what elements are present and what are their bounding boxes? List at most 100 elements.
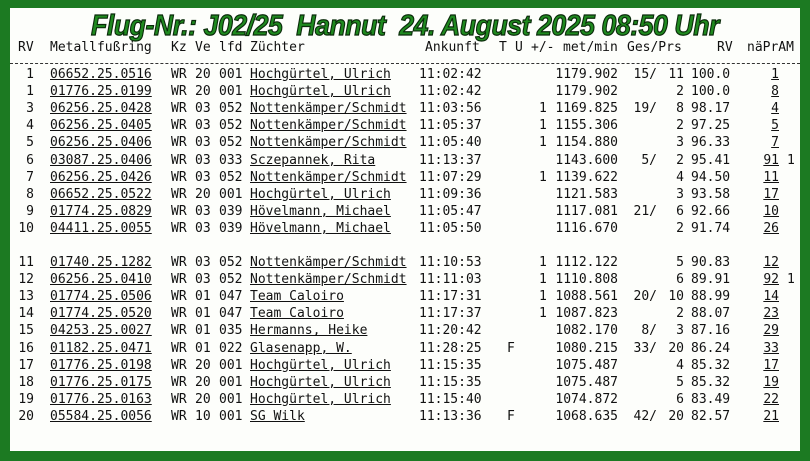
breeder-link[interactable]: Hochgürtel, Ulrich — [250, 374, 391, 390]
rank-link[interactable]: 91 — [763, 152, 779, 168]
ring-link[interactable]: 06652.25.0516 — [50, 67, 152, 82]
rank: 3 — [26, 101, 34, 117]
breeder-link[interactable]: Nottenkämper/Schmidt — [250, 272, 407, 288]
plus-minus: 1 — [539, 289, 547, 305]
table-row: 16 01182.25.0471 WR 01 022 Glasenapp, W. 11:28… — [10, 340, 800, 357]
kz: WR — [171, 67, 187, 82]
header-rv2: RV — [717, 40, 733, 55]
ring-link[interactable]: 04253.25.0027 — [50, 323, 152, 339]
rank: 7 — [26, 169, 34, 185]
speed: 1110.808 — [555, 272, 618, 288]
lfd: 052 — [219, 101, 243, 117]
ring-link[interactable]: 01740.25.1282 — [50, 255, 152, 270]
rank-link[interactable]: 23 — [763, 306, 779, 322]
ring-link[interactable]: 06652.25.0522 — [50, 186, 152, 202]
ve: 20 — [195, 84, 211, 100]
lfd: 047 — [219, 306, 243, 322]
breeder-link[interactable]: Nottenkämper/Schmidt — [250, 135, 407, 151]
rank-link[interactable]: 29 — [763, 323, 779, 339]
header-ring: Metallfußring — [50, 40, 152, 55]
breeder-link[interactable]: Hermanns, Heike — [250, 323, 368, 339]
breeder-link[interactable]: Nottenkämper/Schmidt — [250, 255, 407, 270]
kz: WR — [171, 101, 187, 117]
breeder-link[interactable]: Nottenkämper/Schmidt — [250, 169, 407, 185]
ring-link[interactable]: 01774.25.0520 — [50, 306, 152, 322]
ring-link[interactable]: 03087.25.0406 — [50, 152, 152, 168]
t-flag: F — [507, 408, 515, 424]
rank-link[interactable]: 7 — [771, 135, 779, 151]
ring-link[interactable]: 01182.25.0471 — [50, 340, 152, 356]
ring-link[interactable]: 06256.25.0410 — [50, 272, 152, 288]
breeder-link[interactable]: SG Wilk — [250, 408, 305, 424]
breeder-link[interactable]: Nottenkämper/Schmidt — [250, 101, 407, 117]
ring-link[interactable]: 06256.25.0406 — [50, 135, 152, 151]
speed: 1179.902 — [555, 84, 618, 100]
rank-link[interactable]: 92 — [763, 272, 779, 288]
kz: WR — [171, 340, 187, 356]
lfd: 001 — [219, 186, 243, 202]
rank-link[interactable]: 8 — [771, 84, 779, 100]
ve: 03 — [195, 255, 211, 270]
prs: 6 — [676, 272, 684, 288]
rank-link[interactable]: 12 — [763, 255, 779, 270]
kz: WR — [171, 203, 187, 219]
rank-link[interactable]: 26 — [763, 220, 779, 236]
breeder-link[interactable]: Hochgürtel, Ulrich — [250, 357, 391, 373]
breeder-link[interactable]: Hövelmann, Michael — [250, 203, 391, 219]
breeder-link[interactable]: Hochgürtel, Ulrich — [250, 186, 391, 202]
rank-link[interactable]: 17 — [763, 357, 779, 373]
ring-link[interactable]: 04411.25.0055 — [50, 220, 152, 236]
table-row: 14 01774.25.0520 WR 01 047 Team Caloiro 11:17:… — [10, 305, 800, 322]
header-divider — [10, 63, 800, 64]
ve: 20 — [195, 391, 211, 407]
breeder-link[interactable]: Nottenkämper/Schmidt — [250, 118, 407, 134]
ring-link[interactable]: 01776.25.0198 — [50, 357, 152, 373]
ring-link[interactable]: 06256.25.0405 — [50, 118, 152, 134]
breeder-link[interactable]: Hochgürtel, Ulrich — [250, 84, 391, 100]
rank-link[interactable]: 14 — [763, 289, 779, 305]
rank-link[interactable]: 33 — [763, 340, 779, 356]
table-row: 5 06256.25.0406 WR 03 052 Nottenkämper/Schmid… — [10, 134, 800, 151]
rank-link[interactable]: 11 — [763, 169, 779, 185]
rank-link[interactable]: 1 — [771, 67, 779, 82]
breeder-link[interactable]: Team Caloiro — [250, 306, 344, 322]
rank-link[interactable]: 22 — [763, 391, 779, 407]
breeder-link[interactable]: Glasenapp, W. — [250, 340, 352, 356]
kz: WR — [171, 135, 187, 151]
kz: WR — [171, 391, 187, 407]
breeder-link[interactable]: Hochgürtel, Ulrich — [250, 391, 391, 407]
ve: 01 — [195, 289, 211, 305]
ring-link[interactable]: 01776.25.0163 — [50, 391, 152, 407]
prs: 4 — [676, 169, 684, 185]
speed: 1154.880 — [555, 135, 618, 151]
lfd: 001 — [219, 67, 243, 82]
header-ve: Ve — [195, 40, 211, 55]
ring-link[interactable]: 05584.25.0056 — [50, 408, 152, 424]
breeder-link[interactable]: Sczepannek, Rita — [250, 152, 376, 168]
breeder-link[interactable]: Hövelmann, Michael — [250, 220, 391, 236]
ring-link[interactable]: 01776.25.0199 — [50, 84, 152, 100]
kz: WR — [171, 186, 187, 202]
rank-link[interactable]: 19 — [763, 374, 779, 390]
lfd: 001 — [219, 408, 243, 424]
prs: 2 — [676, 306, 684, 322]
breeder-link[interactable]: Hochgürtel, Ulrich — [250, 67, 391, 82]
ring-link[interactable]: 06256.25.0426 — [50, 169, 152, 185]
ges: 42/ — [633, 408, 657, 424]
rank-link[interactable]: 5 — [771, 118, 779, 134]
ring-link[interactable]: 01774.25.0829 — [50, 203, 152, 219]
ring-link[interactable]: 01776.25.0175 — [50, 374, 152, 390]
header-speed: met/min — [563, 40, 618, 55]
rank-link[interactable]: 21 — [763, 408, 779, 424]
ring-link[interactable]: 06256.25.0428 — [50, 101, 152, 117]
breeder-link[interactable]: Team Caloiro — [250, 289, 344, 305]
header-pm: +/- — [531, 40, 555, 55]
ring-link[interactable]: 01774.25.0506 — [50, 289, 152, 305]
rank-link[interactable]: 17 — [763, 186, 779, 202]
table-row: 3 06256.25.0428 WR 03 052 Nottenkämper/Schmid… — [10, 100, 800, 117]
rank-link[interactable]: 10 — [763, 203, 779, 219]
rank-link[interactable]: 4 — [771, 101, 779, 117]
prs: 2 — [676, 84, 684, 100]
ve: 03 — [195, 118, 211, 134]
kz: WR — [171, 289, 187, 305]
